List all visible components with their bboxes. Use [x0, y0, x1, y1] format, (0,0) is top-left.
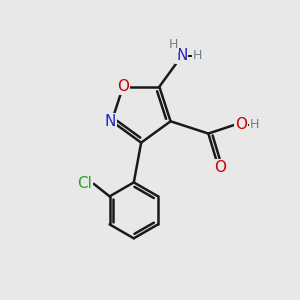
Text: Cl: Cl — [77, 176, 92, 191]
Text: O: O — [214, 160, 226, 175]
Text: O: O — [117, 79, 129, 94]
Text: H: H — [169, 38, 178, 51]
Text: H: H — [193, 49, 202, 62]
Text: H: H — [250, 118, 259, 131]
Text: O: O — [235, 117, 247, 132]
Text: N: N — [176, 48, 188, 63]
Text: N: N — [105, 114, 116, 129]
